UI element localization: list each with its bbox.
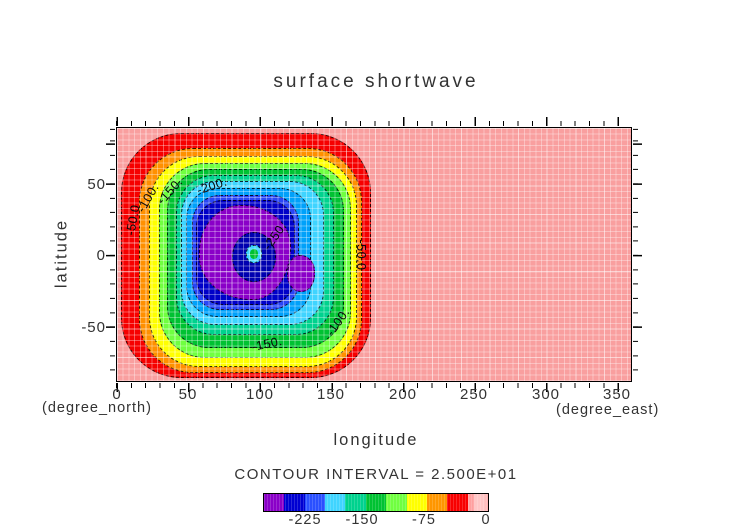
colorbar-segment: [345, 494, 366, 511]
colorbar-tick-label: -75: [412, 512, 436, 528]
y-axis-title: latitude: [52, 218, 71, 289]
x-tick-label: 200: [388, 386, 418, 403]
contour-label: -50.0: [354, 239, 368, 270]
plot-title: surface shortwave: [273, 71, 479, 92]
colorbar-segment: [426, 494, 448, 511]
x-tick-label: 100: [245, 386, 275, 403]
x-axis-title: longitude: [333, 431, 419, 449]
colorbar-tick-label: -225: [288, 512, 322, 528]
colorbar-segment: [264, 494, 285, 511]
colorbar-segment: [284, 494, 305, 511]
x-axis-top-major-ticks: [116, 117, 632, 126]
x-tick-label: 350: [602, 386, 632, 403]
x-tick-label: 300: [531, 386, 561, 403]
x-axis-unit-label: (degree_east): [556, 402, 660, 418]
colorbar-segment: [325, 494, 346, 511]
x-tick-label: 50: [178, 386, 198, 403]
colorbar-segment: [467, 494, 488, 511]
x-tick-label: 0: [112, 386, 122, 403]
colorbar-segment: [304, 494, 326, 511]
colorbar-segment: [406, 494, 427, 511]
colorbar-segment: [447, 494, 468, 511]
y-tick-label: 50: [87, 176, 106, 193]
colorbar: [263, 493, 489, 512]
colorbar-tick-label: -150: [345, 512, 379, 528]
x-tick-label: 250: [459, 386, 489, 403]
x-tick-label: 150: [316, 386, 346, 403]
colorbar-segment: [365, 494, 387, 511]
contour-plot-area: -50.0 -100. -150. -200. -250. -150. -100…: [116, 127, 632, 382]
contour-band-purple-lobe: [287, 254, 315, 292]
y-tick-label: -50: [81, 319, 106, 336]
colorbar-tick-label: 0: [481, 512, 491, 528]
colorbar-segment: [386, 494, 407, 511]
contour-center-core-green: [250, 248, 258, 259]
x-axis-bottom-major-ticks: [116, 383, 632, 392]
y-axis-right-major-ticks: [633, 127, 642, 382]
y-axis-unit-label: (degree_north): [42, 400, 152, 416]
contour-interval-label: CONTOUR INTERVAL = 2.500E+01: [234, 466, 518, 483]
y-tick-label: 0: [96, 247, 106, 264]
y-axis-left-major-ticks: [106, 127, 115, 382]
